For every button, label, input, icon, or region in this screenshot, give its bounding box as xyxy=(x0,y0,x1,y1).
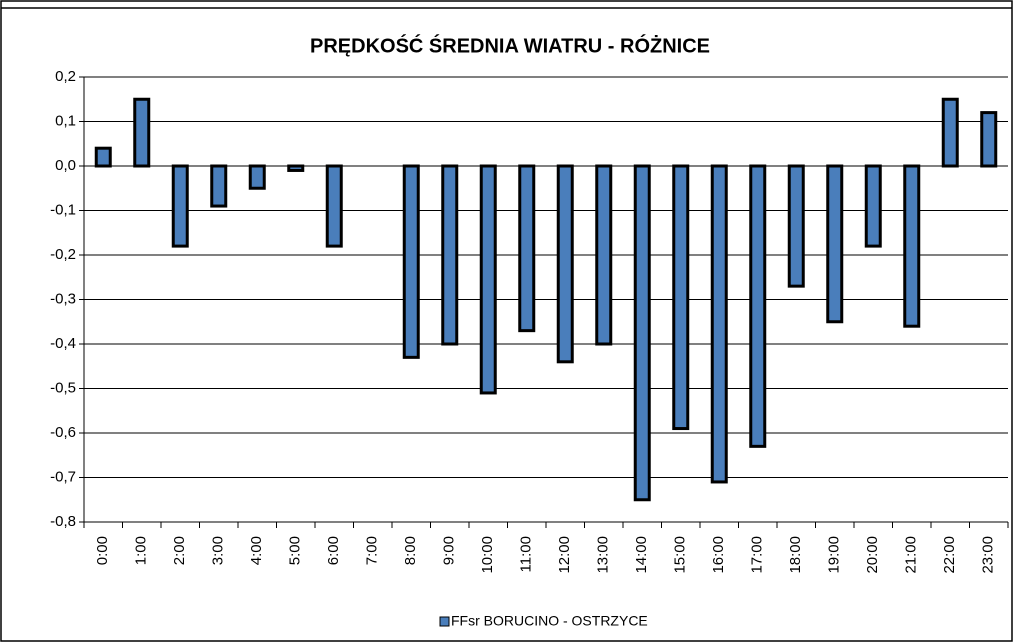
x-tick-label: 2:00 xyxy=(171,536,188,565)
y-tick-label: -0,3 xyxy=(50,290,76,307)
x-tick-label: 23:00 xyxy=(980,536,997,574)
y-tick-label: -0,1 xyxy=(50,201,76,218)
bar xyxy=(556,164,574,364)
bar xyxy=(595,164,613,346)
x-tick-label: 13:00 xyxy=(595,536,612,574)
bar xyxy=(864,164,882,248)
legend-label: FFsr BORUCINO - OSTRZYCE xyxy=(451,613,648,629)
x-tick-label: 6:00 xyxy=(325,536,342,565)
bar xyxy=(980,111,998,168)
bar xyxy=(941,97,959,168)
bar xyxy=(518,164,536,333)
bar xyxy=(672,164,690,431)
x-tick-label: 4:00 xyxy=(248,536,265,565)
x-tick-label: 21:00 xyxy=(903,536,920,574)
x-tick-label: 11:00 xyxy=(518,536,535,572)
y-tick-label: 0,0 xyxy=(55,157,76,174)
bar xyxy=(903,164,921,328)
bar xyxy=(248,164,266,190)
y-tick-label: -0,5 xyxy=(50,379,76,396)
x-tick-label: 22:00 xyxy=(941,536,958,574)
bar xyxy=(171,164,189,248)
y-tick-label: -0,7 xyxy=(50,468,76,485)
x-tick-label: 12:00 xyxy=(556,536,573,574)
chart-title: PRĘDKOŚĆ ŚREDNIA WIATRU - RÓŻNICE xyxy=(310,33,710,57)
bar xyxy=(94,146,112,168)
legend-swatch xyxy=(439,616,450,627)
bar xyxy=(749,164,767,448)
bar xyxy=(826,164,844,324)
bar xyxy=(210,164,228,208)
x-tick-label: 0:00 xyxy=(94,536,111,565)
x-tick-label: 20:00 xyxy=(864,536,881,574)
bar xyxy=(479,164,497,395)
bar xyxy=(402,164,420,359)
x-tick-label: 18:00 xyxy=(787,536,804,574)
x-tick-label: 14:00 xyxy=(633,536,650,574)
bar xyxy=(133,97,151,168)
bar xyxy=(710,164,728,484)
y-tick-label: -0,2 xyxy=(50,246,76,263)
y-tick-label: -0,4 xyxy=(50,335,76,352)
y-tick-label: 0,2 xyxy=(55,68,76,85)
y-tick-label: -0,8 xyxy=(50,513,76,530)
bar xyxy=(633,164,651,502)
x-tick-label: 19:00 xyxy=(826,536,843,574)
x-tick-label: 16:00 xyxy=(710,536,727,574)
bar xyxy=(325,164,343,248)
x-tick-label: 15:00 xyxy=(672,536,689,574)
x-tick-label: 17:00 xyxy=(749,536,766,574)
x-tick-label: 3:00 xyxy=(210,536,227,565)
bar xyxy=(441,164,459,346)
y-tick-label: 0,1 xyxy=(55,112,76,129)
bar xyxy=(287,164,305,172)
x-tick-label: 9:00 xyxy=(441,536,458,565)
x-tick-label: 8:00 xyxy=(402,536,419,565)
x-tick-label: 1:00 xyxy=(133,536,150,565)
x-tick-label: 10:00 xyxy=(479,536,496,574)
y-tick-label: -0,6 xyxy=(50,424,76,441)
x-tick-label: 7:00 xyxy=(364,536,381,565)
x-tick-label: 5:00 xyxy=(287,536,304,565)
bar xyxy=(787,164,805,288)
